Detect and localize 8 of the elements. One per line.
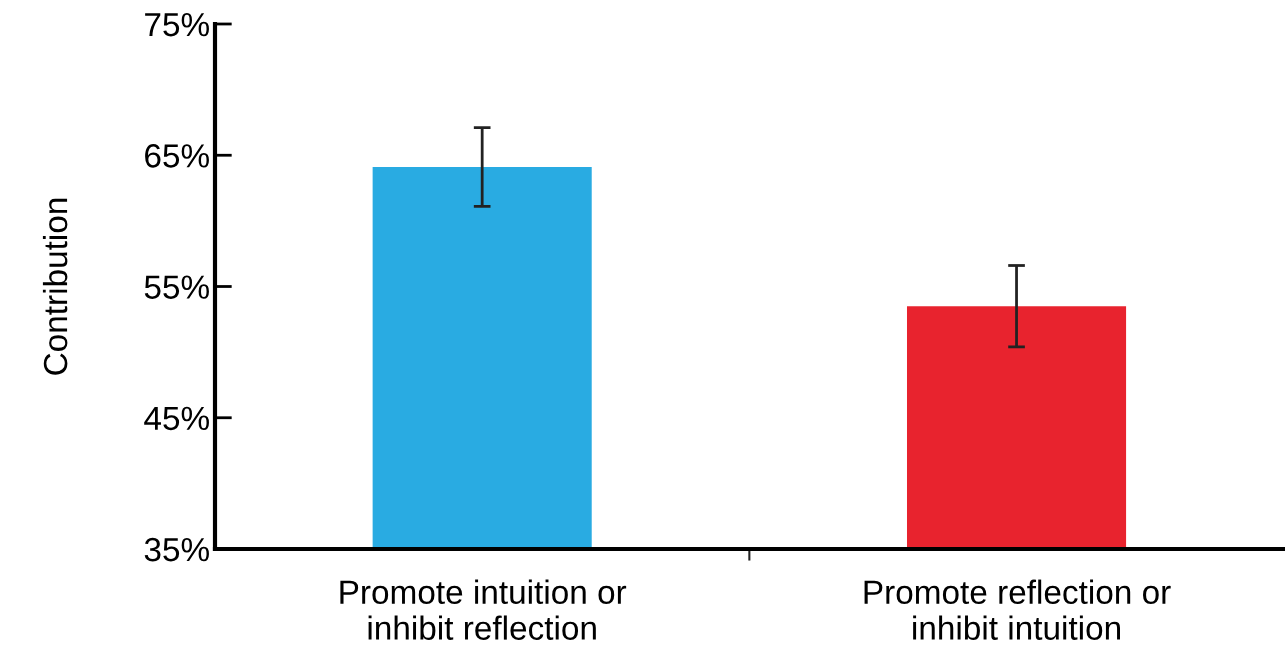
y-tick-label: 75% [145,12,209,37]
y-tick-label: 35% [144,537,209,562]
y-axis-title: Contribution [42,198,68,375]
y-tick-label: 65% [145,144,209,168]
y-tick-label: 55% [144,275,209,299]
x-tick-label: Promote intuition or inhibit reflection [340,579,627,640]
x-tick-label: Promote reflection or inhibit intuition [864,579,1171,640]
y-tick-label: 45% [144,406,209,431]
